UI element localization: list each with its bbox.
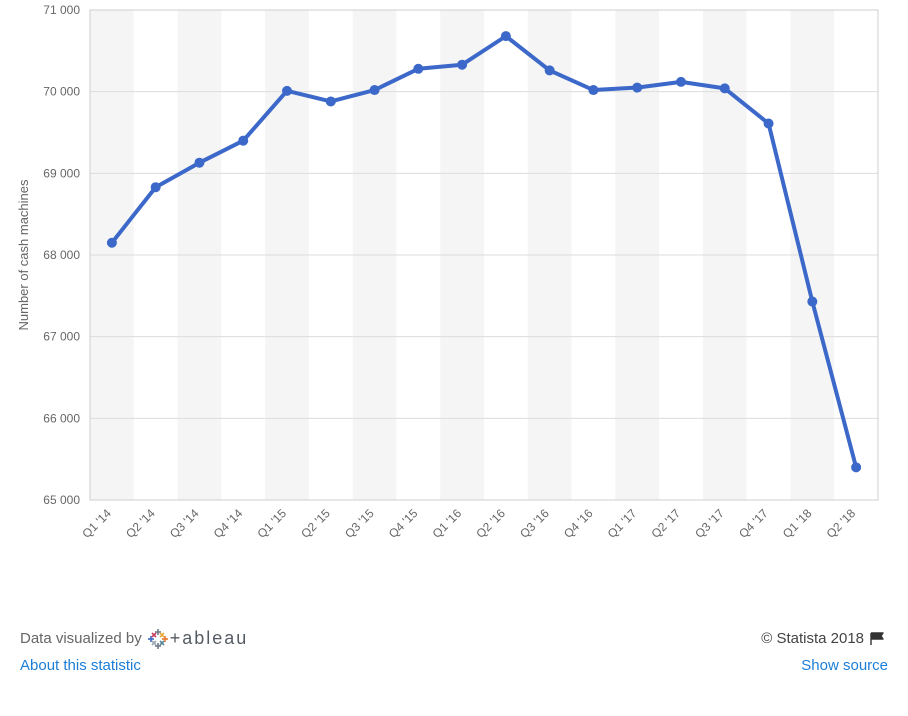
y-tick-label: 69 000 [43, 166, 80, 180]
chart-container: 65 000 66 000 67 000 68 000 69 000 70 000 71 0… [0, 0, 908, 620]
about-statistic-link[interactable]: About this statistic [20, 657, 141, 674]
flag-icon [870, 632, 888, 646]
data-point [501, 31, 511, 41]
y-tick-label: 71 000 [43, 3, 80, 17]
y-tick-label: 66 000 [43, 411, 80, 425]
data-point [632, 83, 642, 93]
tableau-wordmark: +ableau [170, 628, 249, 649]
data-point [326, 96, 336, 106]
data-point [851, 462, 861, 472]
data-point [720, 83, 730, 93]
visualized-by: Data visualized by [20, 628, 248, 649]
show-source-link[interactable]: Show source [801, 657, 888, 674]
y-axis-label: Number of cash machines [16, 179, 31, 331]
data-point [151, 182, 161, 192]
data-point [457, 60, 467, 70]
data-point [676, 77, 686, 87]
visualized-by-label: Data visualized by [20, 630, 142, 647]
data-point [194, 158, 204, 168]
data-point [370, 85, 380, 95]
data-point [545, 65, 555, 75]
tableau-mark-icon [148, 629, 168, 649]
y-tick-label: 67 000 [43, 330, 80, 344]
tableau-logo: +ableau [148, 628, 249, 649]
y-tick-label: 70 000 [43, 85, 80, 99]
line-chart: 65 000 66 000 67 000 68 000 69 000 70 000 71 0… [0, 0, 908, 620]
data-point [238, 136, 248, 146]
data-point [413, 64, 423, 74]
y-tick-label: 65 000 [43, 493, 80, 507]
data-point [807, 297, 817, 307]
data-point [107, 238, 117, 248]
copyright-text: © Statista 2018 [761, 630, 864, 647]
data-point [282, 86, 292, 96]
chart-footer: Data visualized by [0, 628, 908, 674]
y-tick-label: 68 000 [43, 248, 80, 262]
data-point [588, 85, 598, 95]
data-point [764, 119, 774, 129]
copyright: © Statista 2018 [761, 630, 888, 647]
